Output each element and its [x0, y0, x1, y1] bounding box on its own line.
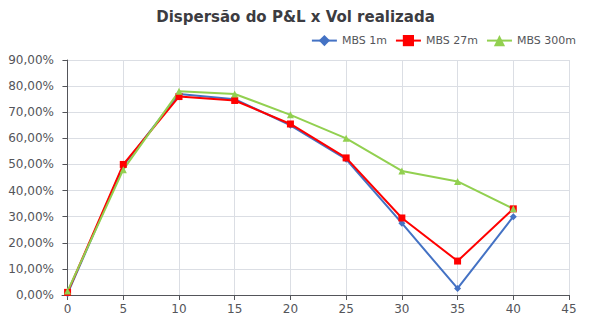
svg-text:Dispersão do P&L x Vol realiza: Dispersão do P&L x Vol realizada — [156, 8, 435, 26]
svg-text:70,00%: 70,00% — [8, 105, 54, 119]
svg-text:35: 35 — [450, 302, 465, 316]
svg-text:0: 0 — [64, 302, 72, 316]
svg-text:10: 10 — [171, 302, 186, 316]
svg-text:60,00%: 60,00% — [8, 131, 54, 145]
svg-text:MBS 27m: MBS 27m — [426, 34, 478, 47]
svg-text:40,00%: 40,00% — [8, 184, 54, 198]
svg-text:20,00%: 20,00% — [8, 236, 54, 250]
svg-text:5: 5 — [119, 302, 127, 316]
svg-text:30,00%: 30,00% — [8, 210, 54, 224]
svg-text:25: 25 — [339, 302, 354, 316]
svg-text:50,00%: 50,00% — [8, 157, 54, 171]
svg-text:10,00%: 10,00% — [8, 262, 54, 276]
svg-text:15: 15 — [227, 302, 242, 316]
svg-text:90,00%: 90,00% — [8, 53, 54, 67]
svg-text:MBS 1m: MBS 1m — [342, 34, 387, 47]
svg-text:MBS 300m: MBS 300m — [517, 34, 576, 47]
svg-text:30: 30 — [394, 302, 409, 316]
svg-text:20: 20 — [283, 302, 298, 316]
svg-text:0,00%: 0,00% — [16, 288, 54, 302]
svg-text:45: 45 — [561, 302, 576, 316]
svg-text:80,00%: 80,00% — [8, 79, 54, 93]
svg-text:40: 40 — [506, 302, 521, 316]
